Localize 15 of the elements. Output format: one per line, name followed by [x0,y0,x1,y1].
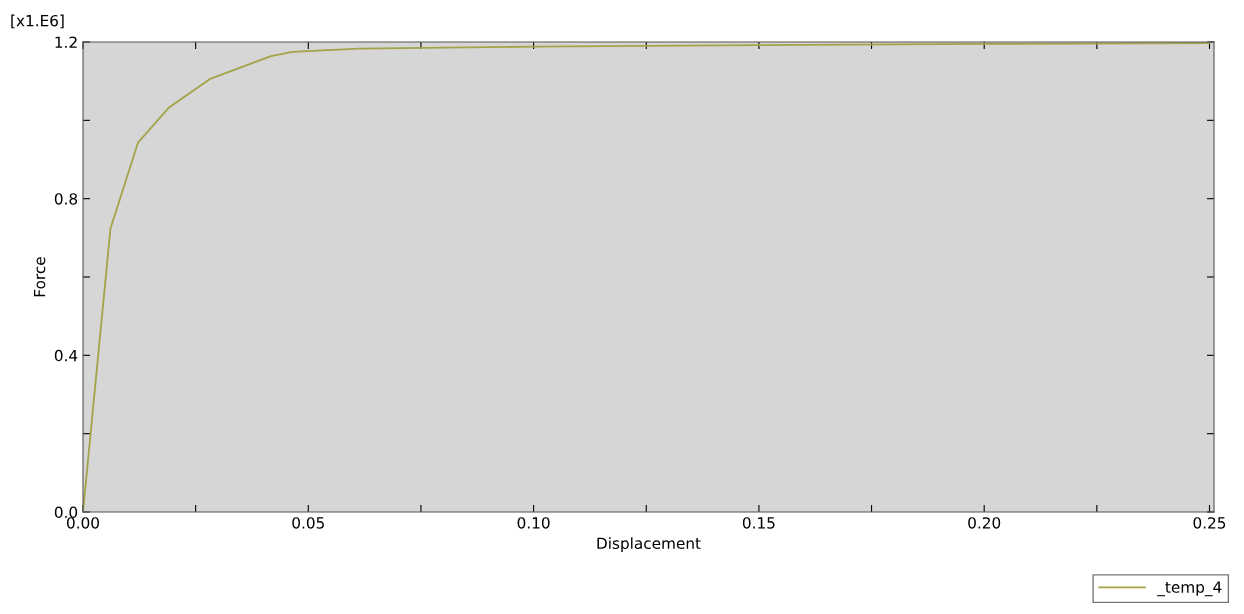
x-tick-label: 0.10 [517,517,550,529]
text: [x1.E6] [11,14,64,29]
legend-label: _temp_4 [1157,581,1222,597]
line-series [83,42,1211,512]
x-tick-label: 0.05 [292,517,324,529]
x-tick-label: 0.00 [67,517,99,529]
x-tick-label: 0.25 [1193,517,1226,529]
y-tick-label: 0.8 [54,193,78,205]
y-tick-label: 0.4 [54,349,78,362]
x-tick-label: 0.20 [968,517,1001,529]
x-axis-title: Displacement [597,537,701,552]
y-tick-label: 1.2 [55,36,77,48]
y-tick-label: 0.0 [54,506,78,519]
y-axis-title: Force [33,257,46,297]
x-tick-label: 0.15 [742,517,775,529]
